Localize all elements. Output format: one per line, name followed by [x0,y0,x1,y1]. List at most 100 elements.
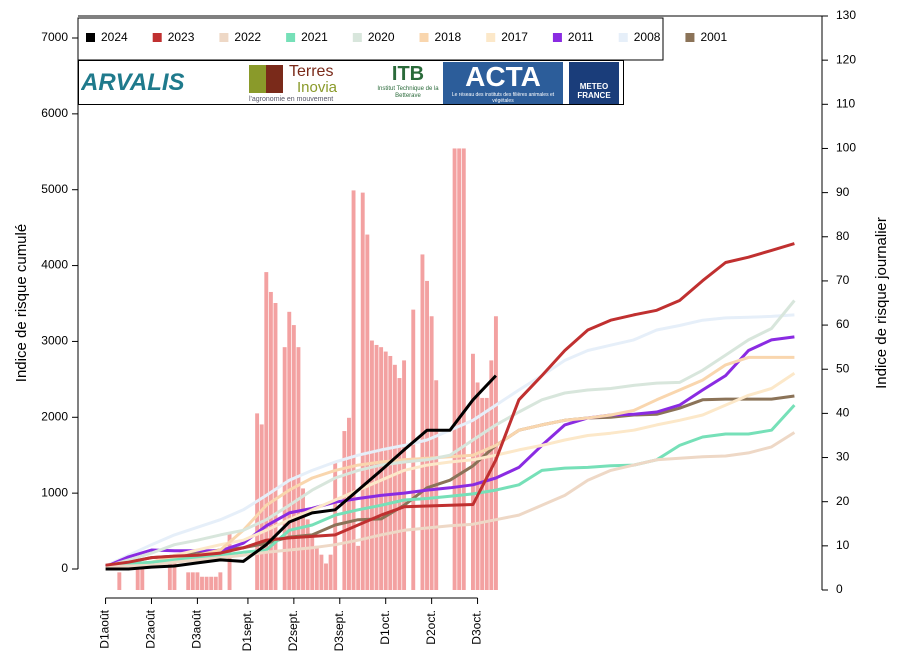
bar [117,572,122,590]
series-line [105,242,795,567]
acta-text: ACTA [465,62,541,92]
itb-logo: ITB Institut Technique de la Betterave [377,63,439,105]
y-axis-label: Indice de risque cumulé [13,224,30,382]
y-tick-label: 0 [61,561,68,575]
bar [310,537,315,590]
legend-swatch [486,33,496,42]
bar [489,360,494,590]
y2-tick-label: 100 [836,141,856,155]
x-tick-label: D3oct. [470,610,484,645]
bar [471,353,475,590]
itb-text: ITB [391,63,425,85]
y2-tick-label: 40 [836,406,850,420]
inovia-text: Inovia [297,79,338,96]
bar [388,355,393,590]
bar [351,190,356,590]
bar [397,378,402,590]
acta-sub: Le réseau des instituts des filières ani… [451,92,555,104]
x-tick-label: D3août [190,609,204,648]
y2-tick-label: 50 [836,361,850,375]
y2-tick-label: 20 [836,494,850,508]
series-line [105,431,796,569]
legend-swatch [685,33,695,42]
legend-swatch [219,33,229,42]
y-tick-label: 1000 [41,485,68,499]
y-tick-label: 6000 [41,106,68,120]
terres-icon [249,65,283,93]
bar [204,576,209,590]
bar [461,148,466,590]
legend-swatch [419,33,429,42]
bar [273,303,278,590]
y2-tick-label: 10 [836,538,850,552]
x-tick-label: D2oct. [424,610,438,645]
series-line [105,299,796,569]
bar [365,234,370,591]
y2-tick-label: 70 [836,273,850,287]
series-line [105,394,795,568]
bar [209,576,214,590]
bar [213,576,218,590]
legend-label: 2020 [368,30,395,44]
bar [172,559,177,590]
arvalis-logo: ARVALIS [81,69,185,96]
bar [319,554,324,590]
bar [360,192,365,590]
acta-logo: ACTA Le réseau des instituts des filière… [443,62,563,104]
y2-tick-label: 110 [836,96,855,110]
meteo-logo: METEO FRANCE [569,62,619,104]
bar [425,280,429,590]
legend-label: 2023 [168,30,195,44]
bar [347,417,351,590]
bar [484,397,489,590]
bar [328,554,333,590]
bar [324,563,328,590]
terres-text: Terres [289,63,334,80]
bar [296,347,301,590]
legend-label: 2011 [568,30,594,44]
legend-label: 2017 [501,30,528,44]
legend-swatch [352,33,362,42]
x-tick-label: D1sept. [240,610,254,651]
legend-label: 2024 [101,30,128,44]
series-line [105,372,796,569]
bar [200,576,204,590]
bar [493,316,498,590]
y2-axis-label: Indice de risque journalier [873,217,890,389]
terres-logo: Terres Inovia l'agronomie en mouvement [249,63,361,105]
bar [259,424,264,590]
bar [392,364,397,590]
y-tick-label: 3000 [41,334,68,348]
y2-tick-label: 90 [836,185,850,199]
series-line [105,404,796,568]
bar [186,572,191,590]
y2-tick-label: 80 [836,229,850,243]
y2-tick-label: 130 [836,8,856,22]
bar [342,431,347,590]
legend-label: 2008 [634,30,661,44]
y2-tick-label: 30 [836,450,850,464]
legend-swatch [86,33,95,42]
x-tick-label: D1oct. [378,610,392,645]
y2-tick-label: 120 [836,52,856,66]
bar [140,563,145,590]
legend-box [77,17,664,61]
y-tick-label: 7000 [41,30,68,44]
legend: 2024 2023 2022 2021 2020 2018 2017 2011 2008 2001 [77,17,727,61]
bar [195,572,200,590]
x-tick-label: D2août [144,609,158,648]
bar [402,360,407,590]
bar [383,351,388,590]
bar [420,254,425,590]
legend-swatch [552,33,562,42]
terres-sub: l'agronomie en mouvement [249,96,334,103]
bar [287,311,292,590]
bar [369,340,374,590]
legend-label: 2021 [301,30,328,44]
bar [475,382,480,590]
legend-swatch [618,33,628,42]
bar [301,488,305,590]
bar [452,148,457,590]
bar [457,148,462,590]
